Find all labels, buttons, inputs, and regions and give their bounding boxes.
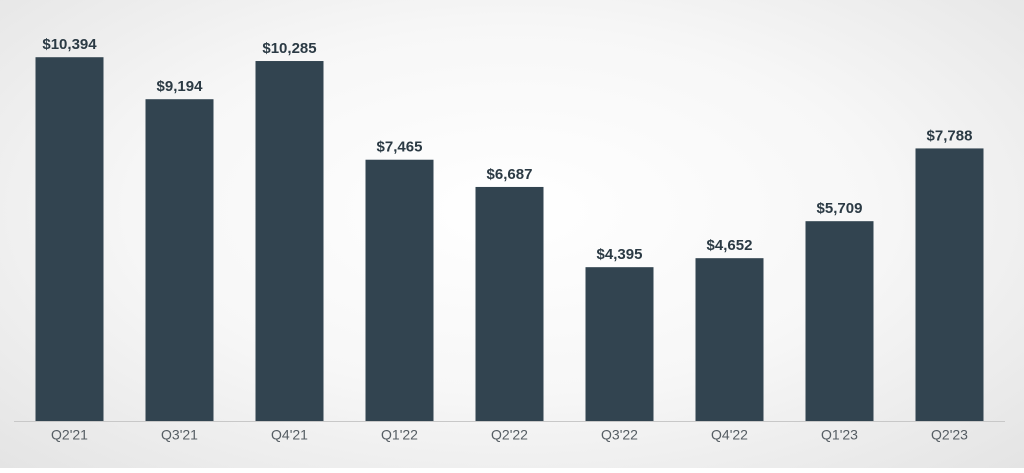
bar: [255, 61, 324, 422]
x-tick-label: Q1'23: [821, 427, 858, 443]
bar: [475, 186, 544, 421]
x-tick-label: Q4'22: [711, 427, 748, 443]
x-tick-label: Q3'22: [601, 427, 638, 443]
bar: [585, 267, 654, 421]
x-tick-label: Q2'23: [931, 427, 968, 443]
bar: [695, 258, 764, 421]
x-tick-label: Q4'21: [271, 427, 308, 443]
value-label: $10,285: [262, 40, 316, 57]
value-label: $4,652: [707, 237, 753, 254]
bar: [805, 221, 874, 421]
value-label: $7,788: [927, 127, 973, 144]
x-tick-label: Q2'22: [491, 427, 528, 443]
value-label: $7,465: [377, 139, 423, 156]
x-tick-label: Q2'21: [51, 427, 88, 443]
value-label: $4,395: [597, 246, 643, 263]
bar: [365, 159, 434, 421]
value-label: $10,394: [42, 36, 97, 53]
x-tick-label: Q1'22: [381, 427, 418, 443]
bar: [145, 99, 214, 422]
bar: [35, 57, 104, 422]
value-label: $9,194: [157, 78, 204, 95]
bar: [915, 148, 984, 422]
value-label: $6,687: [487, 166, 533, 183]
x-tick-label: Q3'21: [161, 427, 198, 443]
value-label: $5,709: [817, 200, 863, 217]
